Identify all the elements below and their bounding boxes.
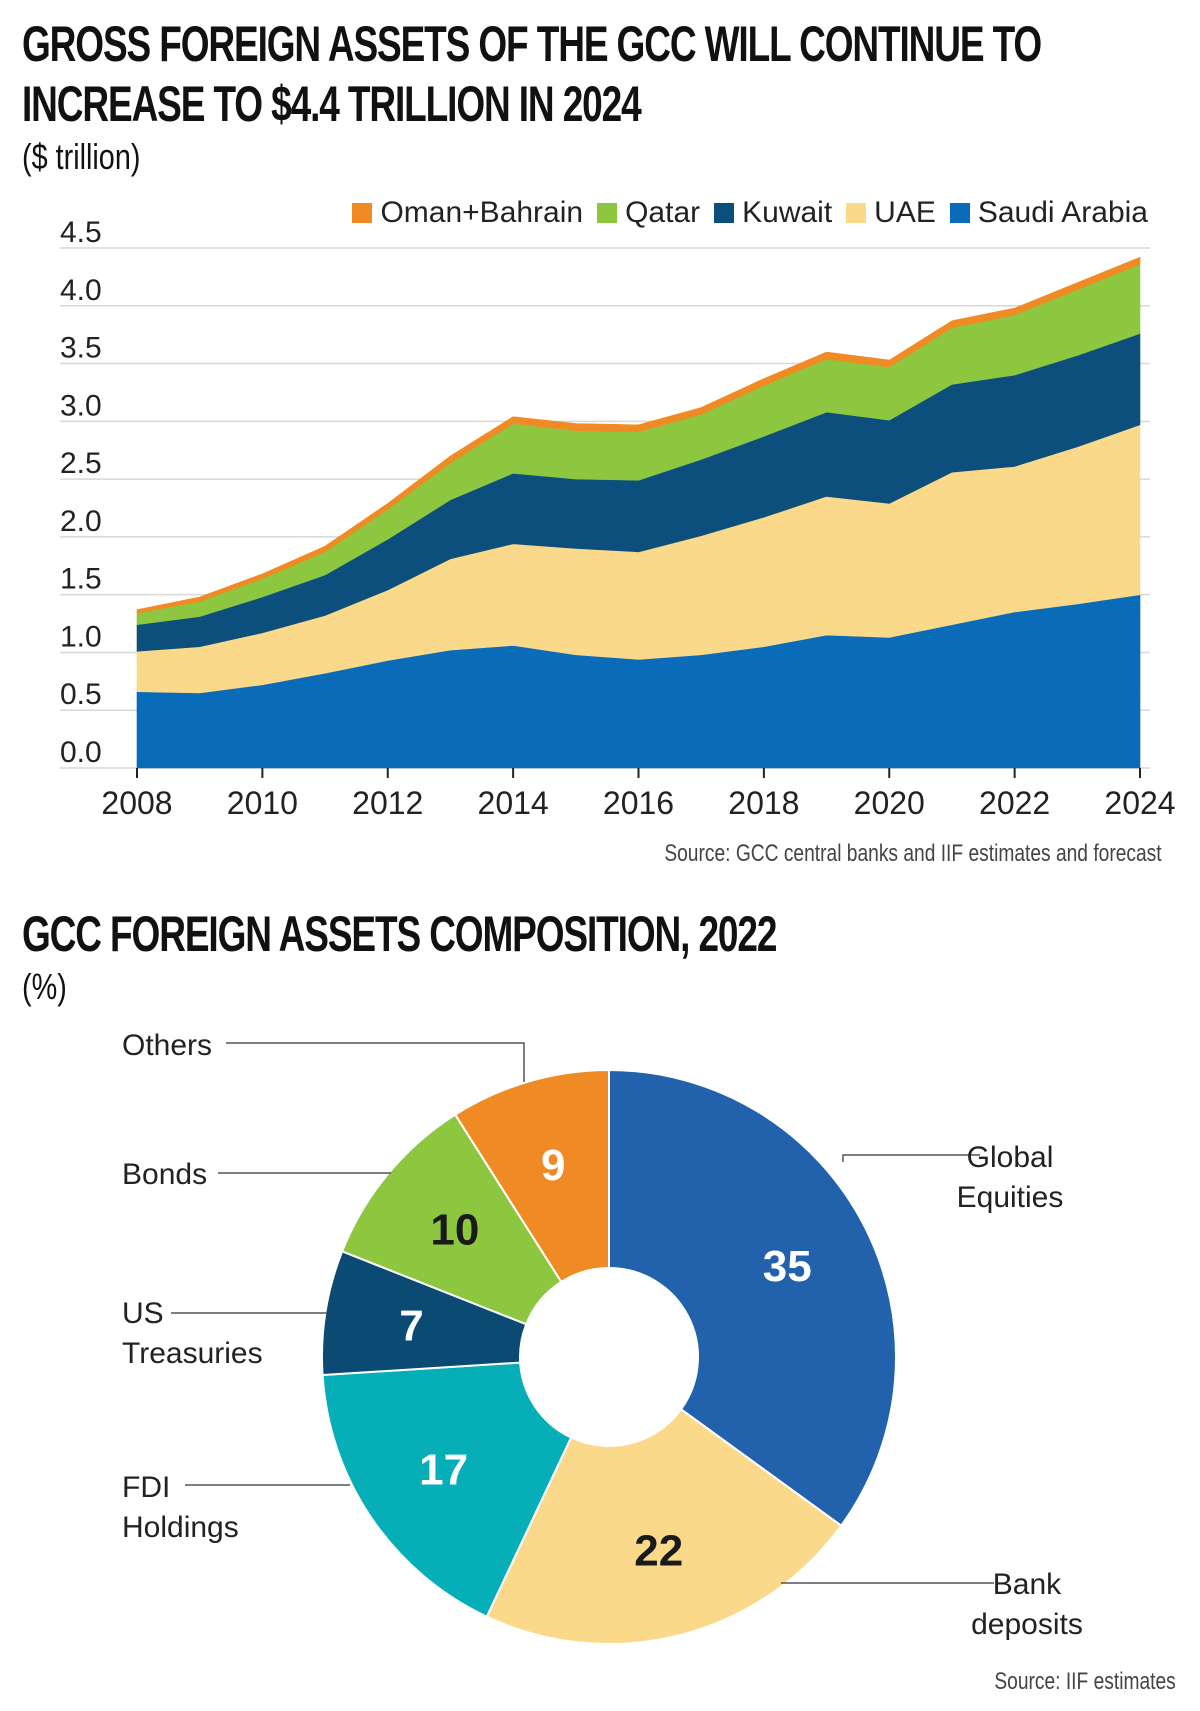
x-tick-label: 2016 — [603, 785, 674, 821]
donut-value-others: 9 — [541, 1141, 565, 1190]
area-chart-source: Source: GCC central banks and IIF estima… — [664, 840, 1162, 867]
donut-category-label-bank-deposits: Bank deposits — [971, 1568, 1083, 1641]
area-chart-unit: ($ trillion) — [22, 136, 141, 177]
legend-item-kuwait: Kuwait — [714, 196, 832, 230]
x-tick-label: 2014 — [478, 785, 549, 821]
legend-item-oman-bahrain: Oman+Bahrain — [352, 196, 583, 230]
donut-value-bank-deposits: 22 — [634, 1527, 683, 1576]
legend-swatch — [846, 203, 867, 223]
legend-swatch — [714, 203, 735, 223]
donut-value-fdi-holdings: 17 — [419, 1445, 468, 1494]
y-tick-label: 3.0 — [60, 389, 102, 422]
leader-line-global-equities — [842, 1154, 980, 1162]
legend-swatch — [949, 203, 970, 223]
x-tick-label: 2022 — [979, 785, 1050, 821]
donut-slice-others — [453, 1068, 610, 1284]
donut-category-label-bonds: Bonds — [122, 1158, 207, 1191]
area-chart: 0.0 0.5 1.0 1.5 2.0 2.5 3.0 3.5 4.0 4.5 2008 2010 20… — [60, 216, 1176, 821]
x-tick-label: 2010 — [227, 785, 298, 821]
donut-chart-title: GCC FOREIGN ASSETS COMPOSITION, 2022 — [22, 906, 777, 962]
donut-value-global-equities: 35 — [763, 1242, 812, 1291]
legend-swatch — [352, 203, 373, 223]
donut-slice-bank-deposits — [485, 1407, 843, 1645]
donut-category-label-us-treasuries: US Treasuries — [122, 1297, 263, 1370]
legend-item-qatar: Qatar — [597, 196, 700, 230]
donut-category-label-fdi-holdings: FDI Holdings — [122, 1471, 239, 1544]
area-chart-title-line2: INCREASE TO $4.4 TRILLION IN 2024 — [22, 76, 642, 132]
legend-label: Kuwait — [742, 196, 833, 229]
donut-category-label-others: Others — [122, 1029, 212, 1062]
y-tick-label: 1.0 — [60, 620, 102, 653]
donut-slice-bonds — [340, 1113, 563, 1326]
legend-item-saudi-arabia: Saudi Arabia — [949, 196, 1148, 230]
legend-swatch — [597, 203, 618, 223]
donut-slice-fdi-holdings — [321, 1361, 573, 1619]
x-tick-label: 2020 — [854, 785, 925, 821]
y-tick-label: 0.5 — [60, 678, 102, 711]
y-tick-label: 2.5 — [60, 447, 102, 480]
legend-item-uae: UAE — [846, 196, 936, 230]
y-tick-label: 2.0 — [60, 505, 102, 538]
y-tick-label: 4.5 — [60, 216, 102, 249]
x-tick-label: 2008 — [101, 785, 172, 821]
donut-value-bonds: 10 — [430, 1206, 479, 1255]
area-series-oman-bahrain — [136, 256, 1141, 614]
legend-label: Qatar — [625, 196, 701, 229]
donut-category-label-global-equities: Global Equities — [957, 1141, 1064, 1214]
y-tick-label: 4.0 — [60, 274, 102, 307]
legend-label: UAE — [874, 196, 936, 229]
y-tick-label: 3.5 — [60, 332, 102, 365]
x-tick-label: 2018 — [728, 785, 799, 821]
donut-chart-source: Source: IIF estimates — [994, 1668, 1176, 1695]
y-tick-label: 0.0 — [60, 736, 102, 769]
x-tick-label: 2012 — [352, 785, 423, 821]
legend-label: Saudi Arabia — [977, 196, 1148, 229]
leader-line-others — [226, 1042, 525, 1082]
donut-value-us-treasuries: 7 — [399, 1302, 423, 1351]
y-tick-label: 1.5 — [60, 563, 102, 596]
legend-label: Oman+Bahrain — [380, 196, 584, 229]
donut-chart-unit: (%) — [22, 966, 67, 1007]
area-chart-title-line1: GROSS FOREIGN ASSETS OF THE GCC WILL CON… — [22, 16, 1042, 72]
x-tick-label: 2024 — [1104, 785, 1175, 821]
donut-slice-global-equities — [608, 1068, 897, 1528]
area-chart-legend: Oman+Bahrain Qatar Kuwait UAE Saudi Arabia — [338, 196, 1148, 230]
